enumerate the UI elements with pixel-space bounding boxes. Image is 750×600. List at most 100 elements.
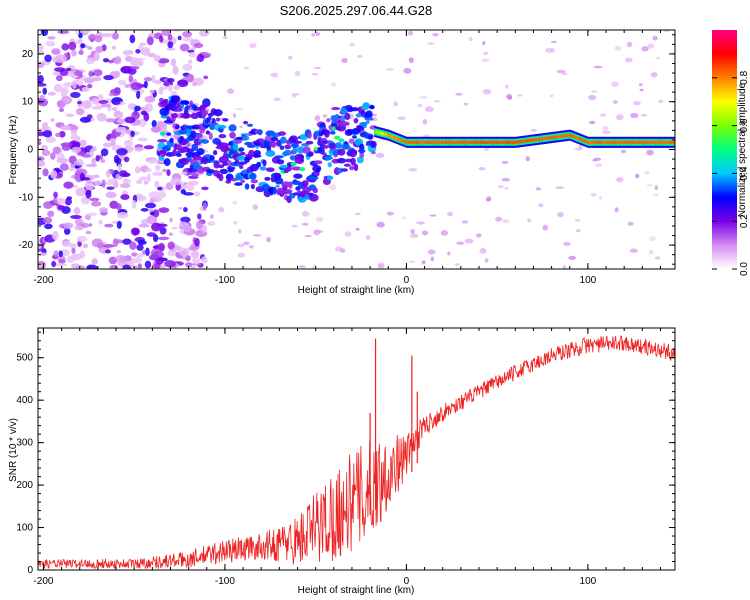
ridge-band-core	[506, 140, 509, 144]
noise-blob	[172, 65, 179, 75]
noise-blob	[252, 204, 259, 210]
noise-blob	[51, 260, 57, 268]
noise-blob	[93, 52, 100, 61]
ridge-blob	[353, 117, 359, 124]
noise-blob	[227, 88, 234, 95]
noise-blob	[74, 70, 83, 76]
noise-blob	[146, 36, 154, 46]
noise-blob	[103, 75, 114, 81]
ridge-band-core	[446, 140, 449, 144]
noise-blob	[417, 103, 422, 108]
ridge-blob	[201, 109, 209, 116]
ridge-band-core	[647, 140, 650, 144]
noise-blob	[72, 80, 77, 89]
noise-blob	[100, 159, 106, 163]
ridge-band-core	[497, 140, 500, 144]
noise-blob	[61, 240, 72, 248]
noise-blob	[38, 160, 46, 167]
noise-blob	[556, 69, 566, 74]
noise-blob	[137, 137, 148, 142]
ridge-band-core	[438, 140, 441, 144]
noise-blob	[86, 114, 93, 119]
ridge-blob	[297, 146, 305, 154]
noise-blob	[545, 47, 554, 54]
ridge-blob	[178, 138, 189, 146]
ridge-band-core	[652, 140, 655, 144]
noise-blob	[103, 142, 113, 148]
noise-blob	[416, 221, 425, 225]
ridge-blob	[283, 149, 292, 156]
ridge-blob	[352, 135, 357, 139]
ridge-blob	[321, 152, 327, 156]
ridge-band-core	[515, 140, 518, 144]
ridge-band-core	[618, 140, 621, 144]
ridge-blob	[241, 135, 250, 141]
noise-blob	[112, 106, 118, 111]
noise-blob	[430, 256, 435, 262]
noise-blob	[183, 182, 188, 185]
noise-blob	[136, 90, 141, 100]
ridge-blob	[208, 132, 213, 140]
ridge-band-core	[449, 140, 452, 144]
noise-blob	[177, 79, 189, 88]
noise-blob	[209, 214, 214, 219]
noise-blob	[71, 246, 76, 254]
ridge-blob	[206, 116, 212, 121]
noise-blob	[658, 99, 664, 103]
noise-blob	[93, 174, 100, 179]
ridge-band-core	[380, 131, 383, 135]
noise-blob	[95, 155, 100, 162]
noise-blob	[182, 63, 193, 71]
ridge-band-core	[522, 139, 525, 143]
noise-blob	[555, 186, 565, 189]
ridge-band-core	[625, 140, 628, 144]
ridge-blob	[206, 169, 216, 174]
ridge-band-core	[623, 140, 626, 144]
ridge-blob	[201, 156, 209, 165]
noise-blob	[76, 151, 86, 156]
ridge-blob	[196, 147, 205, 156]
noise-blob	[574, 218, 581, 222]
ridge-blob	[227, 167, 235, 173]
noise-blob	[314, 115, 321, 121]
noise-blob	[42, 168, 49, 177]
ridge-blob	[327, 161, 333, 168]
ridge-band-core	[664, 140, 667, 144]
ridge-band-core	[597, 140, 600, 144]
ridge-band-core	[526, 139, 529, 143]
noise-blob	[273, 97, 281, 102]
ridge-blob	[276, 159, 285, 165]
ridge-band-core	[509, 140, 512, 144]
noise-blob	[578, 144, 583, 150]
noise-blob	[433, 99, 441, 103]
ridge-band-core	[472, 140, 475, 144]
noise-blob	[50, 152, 56, 160]
noise-blob	[96, 242, 105, 249]
noise-blob	[144, 260, 152, 269]
noise-blob	[85, 163, 98, 168]
y-tick-label: -20	[19, 240, 34, 251]
ridge-band-core	[423, 140, 426, 144]
noise-blob	[143, 180, 149, 185]
noise-blob	[588, 94, 597, 101]
noise-blob	[563, 241, 571, 246]
noise-blob	[102, 58, 110, 63]
noise-blob	[52, 197, 58, 205]
ridge-band-core	[484, 140, 487, 144]
ridge-blob	[364, 116, 374, 121]
ridge-band-core	[651, 140, 654, 144]
noise-blob	[152, 245, 159, 249]
ridge-band-core	[548, 136, 551, 140]
noise-blob	[86, 264, 98, 269]
noise-blob	[149, 198, 155, 205]
ridge-band-core	[413, 140, 416, 144]
ridge-band-core	[583, 139, 586, 143]
ridge-band-core	[475, 140, 478, 144]
noise-blob	[146, 173, 152, 183]
noise-blob	[105, 181, 115, 185]
noise-blob	[207, 221, 216, 226]
ridge-blob	[212, 150, 218, 156]
noise-blob	[166, 78, 175, 83]
ridge-blob	[308, 151, 314, 157]
ridge-band-core	[644, 140, 647, 144]
